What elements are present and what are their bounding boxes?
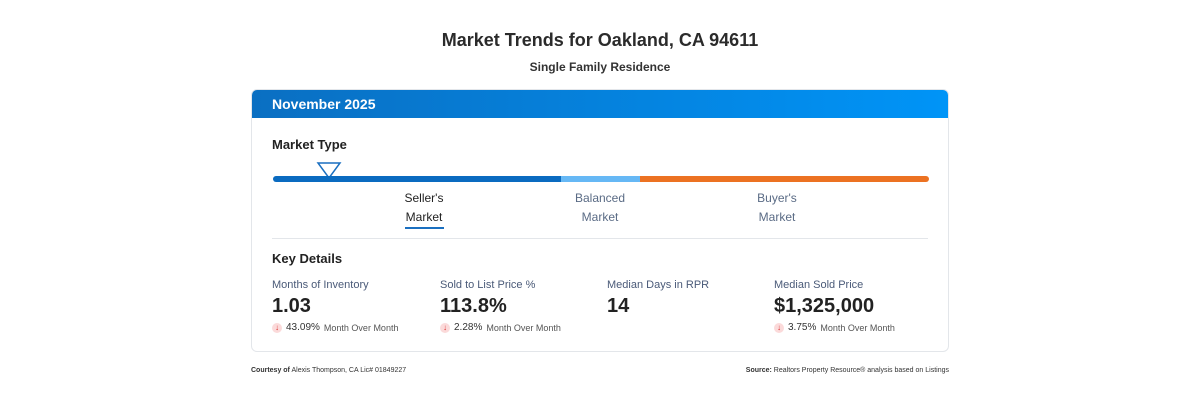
balanced-market-segment: [561, 176, 640, 182]
buyers-market-label: Buyer's Market: [757, 191, 797, 224]
page-subtitle: Single Family Residence: [529, 60, 671, 74]
page-title: Market Trends for Oakland, CA 94611: [441, 30, 759, 50]
market-type-heading: Market Type: [272, 137, 347, 152]
source-text: Source: Realtors Property Resource® anal…: [745, 367, 949, 374]
arrow-down-icon: ↓: [440, 322, 450, 333]
sellers-market-label: Seller's Market: [374, 189, 474, 229]
change-indicator: ↓ 43.09% Month Over Month: [272, 322, 398, 333]
market-trends-card: November 2025 Market Type Seller's Market…: [251, 89, 949, 352]
buyers-market-segment: [640, 176, 929, 182]
arrow-down-icon: ↓: [774, 322, 784, 333]
metric-median-days: Median Days in RPR 14: [607, 279, 710, 317]
market-position-marker-icon: [316, 162, 342, 180]
period-label: November 2025: [272, 96, 376, 112]
key-details-heading: Key Details: [272, 251, 343, 266]
metric-median-sold-price: Median Sold Price $1,325,000 ↓ 3.75% Month…: [774, 279, 895, 333]
card-header: November 2025: [252, 90, 948, 118]
change-indicator: ↓ 3.75% Month Over Month: [774, 322, 895, 333]
courtesy-text: Courtesy of Alexis Thompson, CA Lic# 018…: [251, 367, 407, 374]
balanced-market-label: Balanced Market: [574, 191, 626, 224]
metric-sold-to-list: Sold to List Price % 113.8% ↓ 2.28% Month …: [440, 279, 561, 333]
metric-months-of-inventory: Months of Inventory 1.03 ↓ 43.09% Month Ov…: [272, 279, 399, 333]
divider: [272, 238, 928, 239]
arrow-down-icon: ↓: [272, 322, 282, 333]
change-indicator: ↓ 2.28% Month Over Month: [440, 322, 561, 333]
sellers-market-segment: [273, 176, 561, 182]
